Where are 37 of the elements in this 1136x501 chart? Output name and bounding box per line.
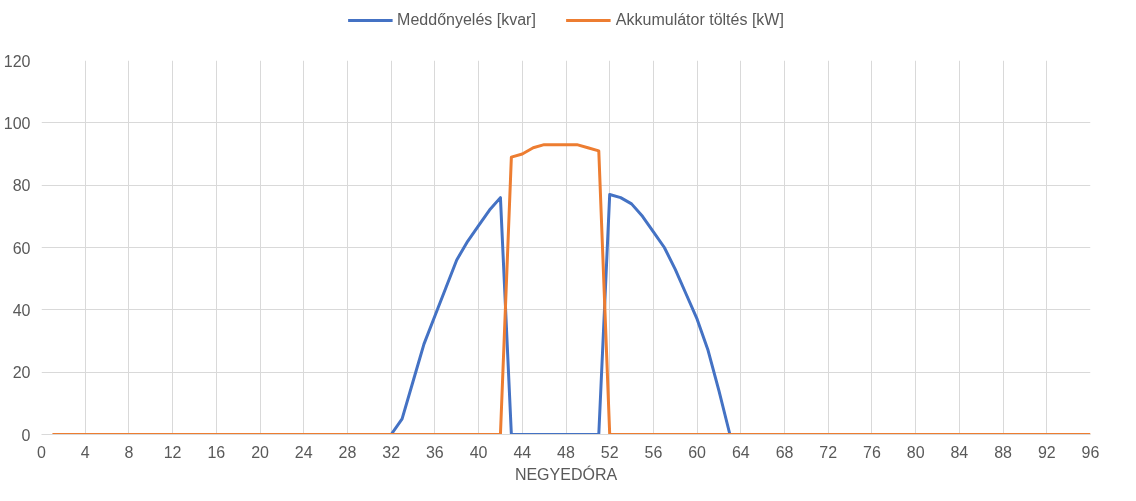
x-tick-label: 8	[124, 443, 134, 461]
y-tick-label: 20	[12, 364, 31, 382]
line-series	[50, 143, 1091, 435]
x-tick-label: 24	[294, 443, 313, 461]
x-tick-label: 68	[775, 443, 794, 461]
x-tick-label: 4	[80, 443, 90, 461]
x-axis-title: NEGYEDÓRA	[514, 464, 618, 483]
y-tick-label: 60	[12, 239, 31, 257]
x-tick-label: 48	[557, 443, 575, 461]
x-tick-label: 76	[863, 443, 881, 461]
x-tick-label: 84	[950, 443, 969, 461]
x-tick-label: 44	[513, 443, 532, 461]
x-tick-label: 56	[644, 443, 663, 461]
x-tick-label: 64	[731, 443, 750, 461]
x-tick-label: 72	[819, 443, 838, 461]
x-tick-label: 20	[251, 443, 270, 461]
legend-label: Meddőnyelés [kvar]	[397, 11, 536, 29]
line-series	[389, 193, 732, 435]
y-tick-label: 120	[3, 52, 31, 70]
x-tick-label: 28	[338, 443, 357, 461]
y-tick-label: 40	[12, 301, 31, 319]
x-tick-label: 12	[163, 443, 182, 461]
x-tick-label: 60	[688, 443, 707, 461]
x-tick-label: 0	[37, 443, 47, 461]
x-tick-label: 88	[994, 443, 1013, 461]
y-tick-label: 100	[3, 114, 31, 132]
y-tick-label: 0	[21, 426, 31, 444]
x-tick-label: 96	[1081, 443, 1100, 461]
x-tick-label: 40	[469, 443, 488, 461]
x-tick-label: 16	[207, 443, 226, 461]
y-tick-label: 80	[12, 177, 31, 195]
x-tick-label: 92	[1037, 443, 1056, 461]
x-tick-label: 32	[382, 443, 401, 461]
x-tick-label: 80	[906, 443, 925, 461]
legend-label: Akkumulátor töltés [kW]	[615, 11, 784, 29]
x-tick-label: 36	[425, 443, 444, 461]
x-tick-label: 52	[600, 443, 619, 461]
